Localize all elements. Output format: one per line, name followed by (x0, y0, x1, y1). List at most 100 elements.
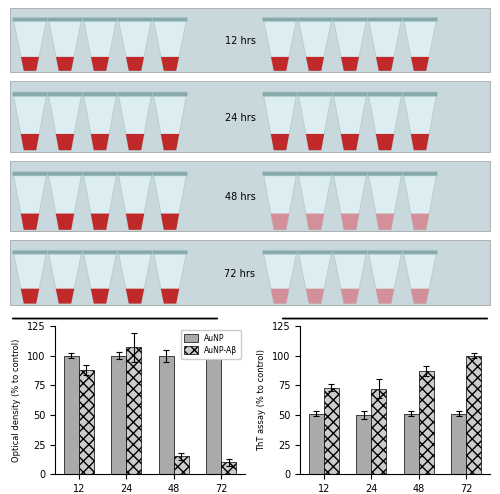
Bar (158, 356, 174, 474)
Polygon shape (411, 213, 429, 230)
Polygon shape (264, 96, 296, 150)
Polygon shape (411, 134, 429, 150)
Polygon shape (119, 175, 151, 230)
Polygon shape (84, 21, 116, 71)
Polygon shape (49, 96, 81, 150)
Bar (372, 389, 386, 474)
FancyBboxPatch shape (332, 171, 368, 176)
FancyBboxPatch shape (82, 171, 118, 176)
Polygon shape (404, 21, 436, 71)
Polygon shape (21, 134, 39, 150)
FancyBboxPatch shape (82, 92, 118, 96)
Polygon shape (271, 213, 289, 230)
FancyBboxPatch shape (48, 17, 82, 21)
FancyBboxPatch shape (48, 250, 82, 254)
Polygon shape (21, 288, 39, 304)
Polygon shape (376, 134, 394, 150)
Bar (308, 414, 324, 474)
Polygon shape (264, 254, 296, 304)
Polygon shape (21, 213, 39, 230)
FancyBboxPatch shape (118, 250, 152, 254)
FancyBboxPatch shape (152, 250, 188, 254)
Text: AuNP-Aβ: AuNP-Aβ (361, 331, 409, 341)
Polygon shape (369, 96, 401, 150)
Polygon shape (84, 96, 116, 150)
Legend: AuNP, AuNP-Aβ: AuNP, AuNP-Aβ (180, 330, 241, 359)
FancyBboxPatch shape (262, 250, 298, 254)
Polygon shape (369, 175, 401, 230)
Polygon shape (161, 288, 179, 304)
Polygon shape (404, 254, 436, 304)
Polygon shape (49, 21, 81, 71)
Polygon shape (334, 254, 366, 304)
Polygon shape (306, 57, 324, 71)
Polygon shape (334, 21, 366, 71)
FancyBboxPatch shape (298, 17, 332, 21)
FancyBboxPatch shape (262, 171, 298, 176)
Polygon shape (126, 134, 144, 150)
FancyBboxPatch shape (152, 17, 188, 21)
Polygon shape (14, 21, 46, 71)
FancyBboxPatch shape (368, 250, 402, 254)
Polygon shape (411, 288, 429, 304)
FancyBboxPatch shape (10, 8, 490, 72)
Polygon shape (84, 254, 116, 304)
Polygon shape (126, 213, 144, 230)
Polygon shape (299, 96, 331, 150)
Polygon shape (161, 134, 179, 150)
Polygon shape (56, 134, 74, 150)
Polygon shape (14, 96, 46, 150)
Polygon shape (154, 21, 186, 71)
Polygon shape (334, 96, 366, 150)
Polygon shape (91, 57, 109, 71)
Bar (418, 371, 434, 474)
Polygon shape (161, 213, 179, 230)
Polygon shape (306, 213, 324, 230)
FancyBboxPatch shape (118, 17, 152, 21)
FancyBboxPatch shape (262, 17, 298, 21)
FancyBboxPatch shape (152, 92, 188, 96)
Polygon shape (404, 175, 436, 230)
FancyBboxPatch shape (10, 161, 490, 231)
Polygon shape (154, 254, 186, 304)
Text: 12 hrs: 12 hrs (224, 36, 256, 46)
Polygon shape (56, 288, 74, 304)
Polygon shape (404, 96, 436, 150)
Polygon shape (49, 254, 81, 304)
Polygon shape (126, 57, 144, 71)
Bar (206, 356, 221, 474)
FancyBboxPatch shape (12, 171, 48, 176)
Polygon shape (21, 57, 39, 71)
Polygon shape (376, 288, 394, 304)
FancyBboxPatch shape (332, 250, 368, 254)
Bar (221, 462, 236, 474)
Polygon shape (306, 288, 324, 304)
Polygon shape (376, 213, 394, 230)
Text: 72 hrs: 72 hrs (224, 269, 256, 279)
Polygon shape (154, 96, 186, 150)
FancyBboxPatch shape (262, 92, 298, 96)
FancyBboxPatch shape (332, 92, 368, 96)
FancyBboxPatch shape (402, 171, 438, 176)
FancyBboxPatch shape (118, 171, 152, 176)
Polygon shape (306, 134, 324, 150)
Bar (356, 415, 372, 474)
Polygon shape (56, 57, 74, 71)
Polygon shape (271, 57, 289, 71)
Bar (64, 356, 79, 474)
Bar (324, 388, 339, 474)
FancyBboxPatch shape (48, 92, 82, 96)
FancyBboxPatch shape (12, 92, 48, 96)
FancyBboxPatch shape (298, 92, 332, 96)
Polygon shape (91, 134, 109, 150)
Polygon shape (84, 175, 116, 230)
FancyBboxPatch shape (402, 250, 438, 254)
FancyBboxPatch shape (402, 17, 438, 21)
Polygon shape (91, 213, 109, 230)
Bar (111, 356, 126, 474)
Polygon shape (119, 21, 151, 71)
Text: AuNP: AuNP (100, 331, 130, 341)
Polygon shape (271, 134, 289, 150)
Text: 48 hrs: 48 hrs (224, 193, 256, 203)
Bar (451, 414, 466, 474)
